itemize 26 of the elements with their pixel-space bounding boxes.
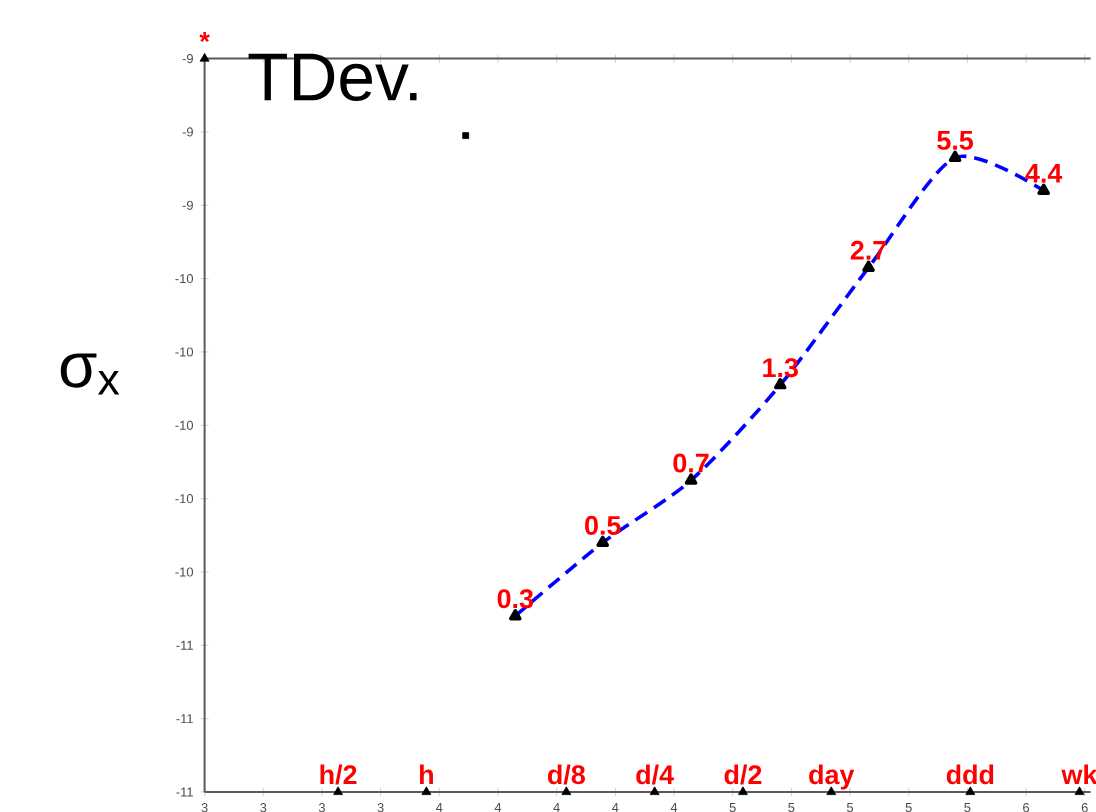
annotation: h/2 xyxy=(320,764,357,785)
annotation: 1.3 xyxy=(763,358,798,378)
y-axis-title: σ$_{x}$ xyxy=(60,353,120,395)
annotation: h xyxy=(420,764,433,784)
annotation: 0.5 xyxy=(585,515,621,535)
annotation: 0.3 xyxy=(497,589,534,609)
point xyxy=(199,53,210,62)
point xyxy=(738,786,748,795)
annotation: 0.7 xyxy=(673,453,709,473)
annotation: ddd xyxy=(946,764,994,785)
point xyxy=(649,786,660,795)
annotation: * xyxy=(199,32,210,43)
point xyxy=(462,132,470,139)
point xyxy=(965,786,976,795)
annotation: 5.5 xyxy=(937,131,974,150)
annotation: d/8 xyxy=(548,764,585,785)
annotation: 4.4 xyxy=(1025,164,1063,183)
point xyxy=(333,786,343,795)
annotation: d/2 xyxy=(724,764,762,785)
point xyxy=(561,786,572,795)
annotation: day xyxy=(809,764,855,790)
point xyxy=(1074,786,1085,795)
annotation: d/4 xyxy=(636,764,674,785)
annotation: 2.7 xyxy=(850,240,887,260)
chart-title: TDev. xyxy=(248,53,417,101)
point xyxy=(421,786,432,795)
